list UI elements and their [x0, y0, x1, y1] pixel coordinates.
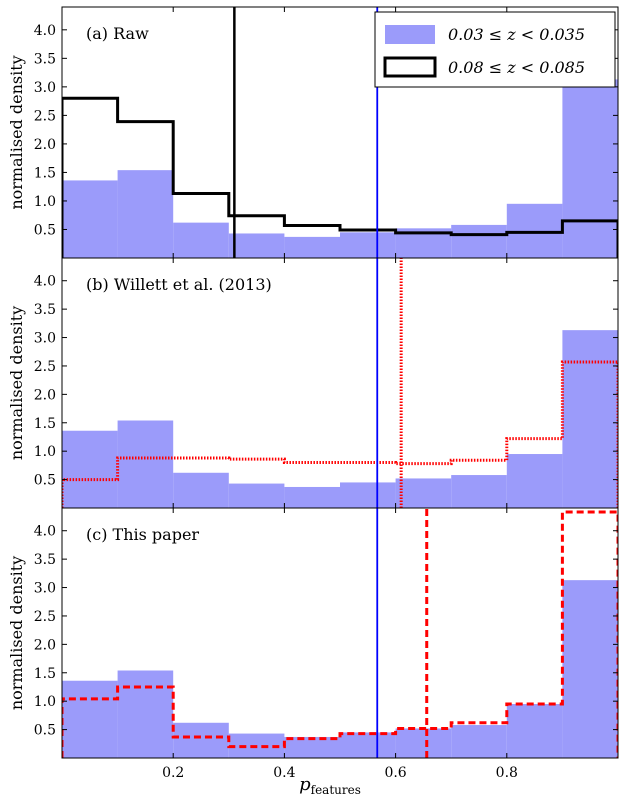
y-tick-label: 4.0: [34, 524, 56, 540]
y-tick-label: 2.5: [34, 609, 56, 625]
hist-bar: [117, 670, 174, 758]
hist-bar: [117, 170, 174, 258]
y-axis-title: normalised density: [7, 55, 26, 209]
hist-bar: [340, 232, 396, 258]
x-axis-title-main: p: [299, 774, 311, 795]
y-tick-label: 1.0: [34, 194, 56, 210]
y-tick-label: 2.0: [34, 637, 56, 653]
x-axis-title: pfeatures: [299, 774, 361, 797]
panel-label: (c) This paper: [86, 525, 199, 544]
y-tick-label: 1.0: [34, 444, 56, 460]
hist-bar: [284, 236, 340, 258]
step-line: [62, 510, 618, 758]
y-axis-title: normalised density: [7, 306, 26, 460]
y-tick-label: 2.0: [34, 137, 56, 153]
legend-label: 0.08 ≤ z < 0.085: [448, 58, 585, 77]
y-tick-label: 1.5: [34, 416, 56, 432]
y-tick-label: 3.0: [34, 331, 56, 347]
legend: 0.03 ≤ z < 0.035 0.08 ≤ z < 0.085: [374, 11, 616, 88]
y-tick-label: 4.0: [34, 23, 56, 39]
legend-swatch-step: [383, 56, 437, 78]
hist-bar: [562, 580, 618, 758]
hist-bar: [62, 430, 118, 508]
hist-bar: [173, 472, 229, 508]
y-tick-label: 3.5: [34, 51, 56, 67]
y-tick-label: 1.5: [34, 165, 56, 181]
step-line: [62, 96, 618, 258]
x-axis-title-sub: features: [311, 783, 361, 797]
panel-0: 0.5 1.0 1.5 2.0 2.5 3.0 3.5 4.0 (a) Raw normalise…: [7, 6, 619, 259]
x-tick-label: 0.8: [496, 765, 518, 781]
panel-2: 0.5 1.0 1.5 2.0 2.5 3.0 3.5 4.0 (c) This paper no…: [7, 507, 619, 759]
hist-bar: [173, 722, 229, 758]
hist-bar: [62, 680, 118, 758]
y-tick-label: 1.0: [34, 694, 56, 710]
panel-1: 0.5 1.0 1.5 2.0 2.5 3.0 3.5 4.0 (b) Willett et a…: [7, 257, 619, 509]
y-tick-label: 0.5: [34, 723, 56, 739]
hist-bar: [506, 704, 563, 758]
hist-bar: [173, 222, 229, 258]
hist-bar: [340, 482, 396, 508]
hist-bar: [62, 180, 118, 258]
hist-bar: [395, 728, 452, 758]
hist-bar: [451, 475, 507, 508]
legend-label: 0.03 ≤ z < 0.035: [448, 25, 585, 44]
panel-frame: [61, 507, 619, 759]
hist-bar: [228, 483, 285, 508]
x-tick-label: 0.6: [384, 765, 406, 781]
x-tick-label: 0.2: [162, 765, 184, 781]
hist-bar: [284, 486, 340, 508]
y-tick-label: 3.5: [34, 552, 56, 568]
step-line: [62, 360, 618, 508]
y-tick-label: 0.5: [34, 222, 56, 238]
y-tick-label: 2.0: [34, 387, 56, 403]
y-tick-label: 2.5: [34, 108, 56, 124]
hist-bar: [562, 79, 618, 258]
hist-bar: [451, 224, 507, 258]
y-tick-label: 3.0: [34, 581, 56, 597]
hist-bar: [340, 732, 396, 758]
legend-swatch-filled: [385, 25, 435, 44]
y-axis-title: normalised density: [7, 556, 26, 710]
y-tick-label: 2.5: [34, 359, 56, 375]
y-tick-label: 1.5: [34, 666, 56, 682]
y-tick-label: 3.5: [34, 302, 56, 318]
panel-label: (b) Willett et al. (2013): [86, 275, 272, 294]
y-tick-label: 3.0: [34, 80, 56, 96]
hist-bar: [228, 233, 285, 258]
y-tick-label: 4.0: [34, 274, 56, 290]
hist-bar: [451, 725, 507, 758]
y-tick-label: 0.5: [34, 473, 56, 489]
hist-bar: [395, 478, 452, 508]
panel-label: (a) Raw: [86, 24, 149, 43]
hist-bar: [562, 330, 618, 508]
hist-bar: [117, 420, 174, 508]
x-tick-label: 0.4: [273, 765, 295, 781]
hist-bar: [284, 736, 340, 758]
hist-bar: [506, 454, 563, 508]
